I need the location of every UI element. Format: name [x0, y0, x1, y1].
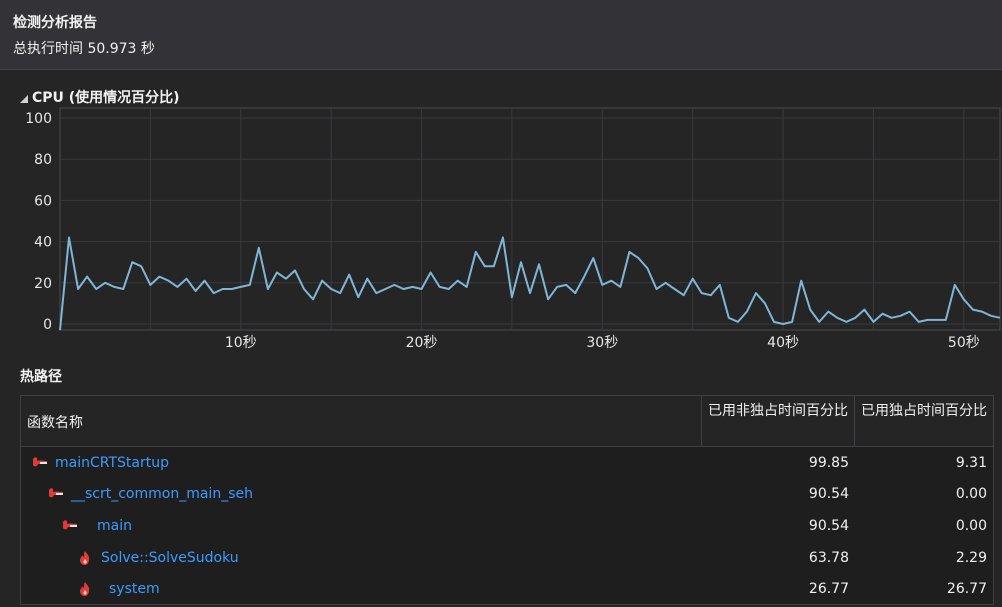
report-header: 检测分析报告 总执行时间 50.973 秒 [0, 0, 1002, 70]
column-header-function-name[interactable]: 函数名称 [21, 396, 702, 446]
x-tick-label: 10秒 [225, 335, 257, 351]
flame-icon [77, 550, 95, 566]
function-name-cell: Solve::SolveSudoku [21, 550, 702, 566]
y-tick-label: 20 [34, 276, 52, 292]
exclusive-time-value: 0.00 [955, 517, 987, 534]
inclusive-time-value: 90.54 [808, 517, 849, 534]
y-tick-label: 60 [34, 193, 52, 209]
inclusive-time-value: 63.78 [808, 549, 849, 566]
column-header-exclusive-time[interactable]: 已用独占时间百分比 [861, 403, 987, 419]
y-tick-label: 80 [34, 152, 52, 168]
table-header: 函数名称 已用非独占时间百分比 已用独占时间百分比 [21, 396, 993, 447]
inclusive-time-value: 99.85 [808, 454, 849, 471]
function-name-link[interactable]: __scrt_common_main_seh [71, 486, 253, 503]
y-tick-label: 0 [43, 317, 52, 333]
inclusive-time-value: 26.77 [808, 581, 849, 598]
hot-path-table: 函数名称 已用非独占时间百分比 已用独占时间百分比 mainCRTStartup… [20, 395, 994, 605]
function-name-link[interactable]: Solve::SolveSudoku [101, 549, 239, 566]
total-execution-time: 总执行时间 50.973 秒 [13, 41, 155, 57]
function-name-cell: system [21, 581, 702, 597]
exclusive-time-value: 26.77 [946, 581, 987, 598]
x-tick-label: 30秒 [586, 335, 618, 351]
report-title: 检测分析报告 [13, 15, 97, 31]
hot-path-arrow-icon [47, 486, 65, 502]
table-row[interactable]: main 90.54 0.00 [21, 510, 993, 542]
chart-plot-area [59, 107, 1001, 331]
function-name-cell: mainCRTStartup [21, 455, 702, 471]
cpu-section-toggle[interactable]: CPU (使用情况百分比) [20, 87, 180, 107]
x-tick-label: 40秒 [767, 335, 799, 351]
function-name-cell: __scrt_common_main_seh [21, 486, 702, 502]
exclusive-time-value: 0.00 [955, 486, 987, 503]
table-body: mainCRTStartup 99.85 9.31 __scrt_common_mai… [21, 447, 993, 605]
column-header-inclusive-time[interactable]: 已用非独占时间百分比 [702, 396, 855, 446]
hot-path-arrow-icon [31, 455, 49, 471]
cpu-usage-chart[interactable]: 100 80 60 40 20 0 10秒 20秒 30秒 40秒 50秒 [0, 105, 1002, 355]
flame-icon [77, 581, 95, 597]
y-tick-label: 100 [25, 111, 52, 127]
function-name-link[interactable]: main [97, 517, 132, 534]
table-row[interactable]: Solve::SolveSudoku 63.78 2.29 [21, 542, 993, 574]
hot-path-arrow-icon [61, 518, 79, 534]
exclusive-time-value: 2.29 [955, 549, 987, 566]
function-name-link[interactable]: mainCRTStartup [55, 454, 169, 471]
cpu-section-label: CPU (使用情况百分比) [32, 90, 180, 106]
function-name-cell: main [21, 518, 702, 534]
exclusive-time-value: 9.31 [955, 454, 987, 471]
table-row[interactable]: __scrt_common_main_seh 90.54 0.00 [21, 479, 993, 511]
y-tick-label: 40 [34, 235, 52, 251]
inclusive-time-value: 90.54 [808, 486, 849, 503]
function-name-link[interactable]: system [109, 581, 160, 598]
hot-path-title: 热路径 [20, 369, 62, 385]
cpu-usage-series-line [59, 236, 1001, 331]
collapse-triangle-icon[interactable] [20, 94, 28, 103]
x-tick-label: 20秒 [406, 335, 438, 351]
x-tick-label: 50秒 [948, 335, 980, 351]
table-row[interactable]: mainCRTStartup 99.85 9.31 [21, 447, 993, 479]
table-row[interactable]: system 26.77 26.77 [21, 573, 993, 605]
